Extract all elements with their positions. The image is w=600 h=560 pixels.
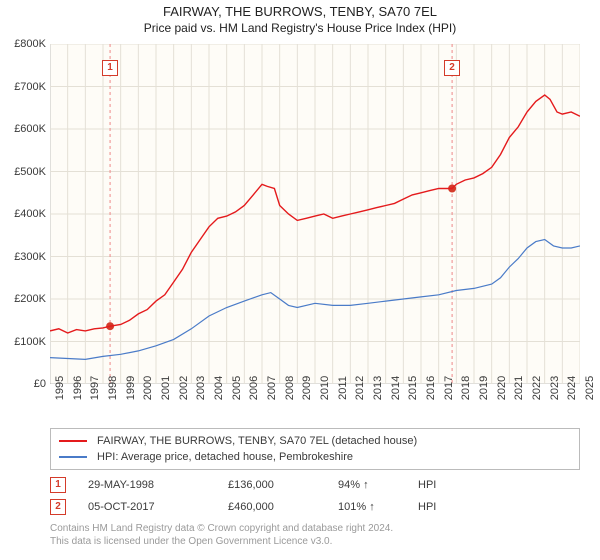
x-axis-label: 2017 (443, 376, 455, 400)
data-point-pct: 94% ↑ (338, 479, 418, 491)
y-axis-label: £300K (14, 251, 46, 263)
legend-item: HPI: Average price, detached house, Pemb… (59, 449, 571, 465)
legend-text: HPI: Average price, detached house, Pemb… (97, 451, 353, 463)
data-point-price: £136,000 (228, 479, 338, 491)
x-axis-label: 1999 (125, 376, 137, 400)
y-axis-label: £700K (14, 81, 46, 93)
data-point-marker: 2 (50, 499, 66, 515)
x-axis-label: 2013 (372, 376, 384, 400)
data-point-row: 2 05-OCT-2017£460,000101% ↑HPI (50, 496, 458, 518)
y-axis-label: £100K (14, 336, 46, 348)
x-axis-label: 1995 (54, 376, 66, 400)
legend-swatch (59, 456, 87, 458)
chart-svg (50, 44, 580, 384)
x-axis-label: 2015 (407, 376, 419, 400)
legend-text: FAIRWAY, THE BURROWS, TENBY, SA70 7EL (d… (97, 435, 417, 447)
x-axis-label: 2014 (390, 376, 402, 400)
x-axis-label: 2025 (584, 376, 596, 400)
x-axis-label: 2011 (337, 376, 349, 400)
y-axis-label: £600K (14, 123, 46, 135)
x-axis-label: 2009 (301, 376, 313, 400)
x-axis-label: 2023 (549, 376, 561, 400)
data-point-row: 1 29-MAY-1998£136,00094% ↑HPI (50, 474, 458, 496)
footer-line1: Contains HM Land Registry data © Crown c… (50, 522, 393, 535)
x-axis-label: 2003 (195, 376, 207, 400)
chart-title: FAIRWAY, THE BURROWS, TENBY, SA70 7EL (0, 0, 600, 19)
x-axis-label: 2006 (248, 376, 260, 400)
x-axis-label: 2012 (354, 376, 366, 400)
data-points-table: 1 29-MAY-1998£136,00094% ↑HPI 2 05-OCT-2017… (50, 474, 458, 518)
x-axis-label: 1998 (107, 376, 119, 400)
x-axis-label: 2021 (513, 376, 525, 400)
up-arrow-icon: ↑ (369, 501, 375, 513)
x-axis-label: 1997 (89, 376, 101, 400)
x-axis-label: 2019 (478, 376, 490, 400)
footer-attribution: Contains HM Land Registry data © Crown c… (50, 522, 393, 548)
x-axis-label: 2024 (566, 376, 578, 400)
data-point-date: 05-OCT-2017 (88, 501, 228, 513)
data-point-tag: HPI (418, 479, 458, 491)
y-axis-label: £0 (34, 378, 46, 390)
data-point-pct: 101% ↑ (338, 501, 418, 513)
legend-swatch (59, 440, 87, 442)
chart-marker-1: 1 (102, 60, 118, 76)
footer-line2: This data is licensed under the Open Gov… (50, 535, 393, 548)
x-axis-label: 2002 (178, 376, 190, 400)
x-axis-label: 2000 (142, 376, 154, 400)
legend-box: FAIRWAY, THE BURROWS, TENBY, SA70 7EL (d… (50, 428, 580, 470)
chart-subtitle: Price paid vs. HM Land Registry's House … (0, 19, 600, 37)
x-axis-label: 2001 (160, 376, 172, 400)
data-point-tag: HPI (418, 501, 458, 513)
data-point-marker: 1 (50, 477, 66, 493)
legend-item: FAIRWAY, THE BURROWS, TENBY, SA70 7EL (d… (59, 433, 571, 449)
y-axis-label: £200K (14, 293, 46, 305)
x-axis-label: 2022 (531, 376, 543, 400)
x-axis-label: 2020 (496, 376, 508, 400)
y-axis-label: £800K (14, 38, 46, 50)
x-axis-label: 2008 (284, 376, 296, 400)
x-axis-label: 2007 (266, 376, 278, 400)
chart-area: £0£100K£200K£300K£400K£500K£600K£700K£80… (50, 44, 580, 384)
x-axis-label: 2005 (231, 376, 243, 400)
x-axis-label: 2016 (425, 376, 437, 400)
x-axis-label: 2010 (319, 376, 331, 400)
y-axis-label: £500K (14, 166, 46, 178)
x-axis-label: 2018 (460, 376, 472, 400)
data-point-price: £460,000 (228, 501, 338, 513)
y-axis-label: £400K (14, 208, 46, 220)
x-axis-label: 1996 (72, 376, 84, 400)
data-point-date: 29-MAY-1998 (88, 479, 228, 491)
x-axis-label: 2004 (213, 376, 225, 400)
chart-marker-2: 2 (444, 60, 460, 76)
up-arrow-icon: ↑ (363, 479, 369, 491)
